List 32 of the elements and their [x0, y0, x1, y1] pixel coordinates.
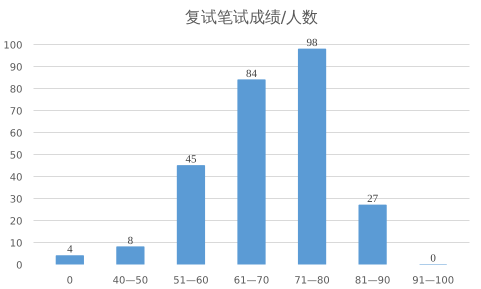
y-tick-label: 10: [10, 238, 23, 250]
bar: [116, 246, 145, 264]
x-tick-label: 40—50: [112, 276, 148, 286]
y-tick-label: 80: [10, 84, 23, 96]
x-tick-label: 71—80: [294, 276, 330, 286]
y-tick-label: 100: [3, 40, 23, 52]
bar: [358, 204, 387, 264]
x-tick-label: 81—90: [354, 276, 390, 286]
bar: [176, 165, 206, 264]
data-label: 0: [430, 252, 436, 264]
bar: [56, 255, 84, 264]
data-label: 27: [367, 193, 379, 206]
data-label: 84: [246, 68, 258, 80]
y-tick-label: 50: [10, 150, 23, 162]
data-label: 4: [67, 244, 74, 256]
x-tick-label: 0: [66, 276, 74, 286]
bar: [298, 48, 326, 264]
y-tick-label: 90: [10, 62, 23, 74]
x-tick-label: 51—60: [173, 276, 209, 286]
y-tick-label: 20: [10, 216, 23, 228]
y-tick-label: 0: [16, 260, 23, 272]
y-tick-label: 40: [10, 172, 23, 184]
y-tick-label: 60: [10, 128, 23, 140]
x-tick-label: 61—70: [234, 276, 270, 286]
chart-title: 复试笔试成绩/人数: [184, 8, 318, 26]
x-tick-label: 91—100: [412, 276, 454, 286]
y-tick-label: 70: [10, 106, 23, 118]
data-label: 98: [306, 37, 318, 50]
data-label: 8: [128, 234, 134, 247]
y-tick-label: 30: [10, 194, 23, 206]
bar: [237, 79, 266, 264]
data-label: 45: [185, 154, 197, 166]
